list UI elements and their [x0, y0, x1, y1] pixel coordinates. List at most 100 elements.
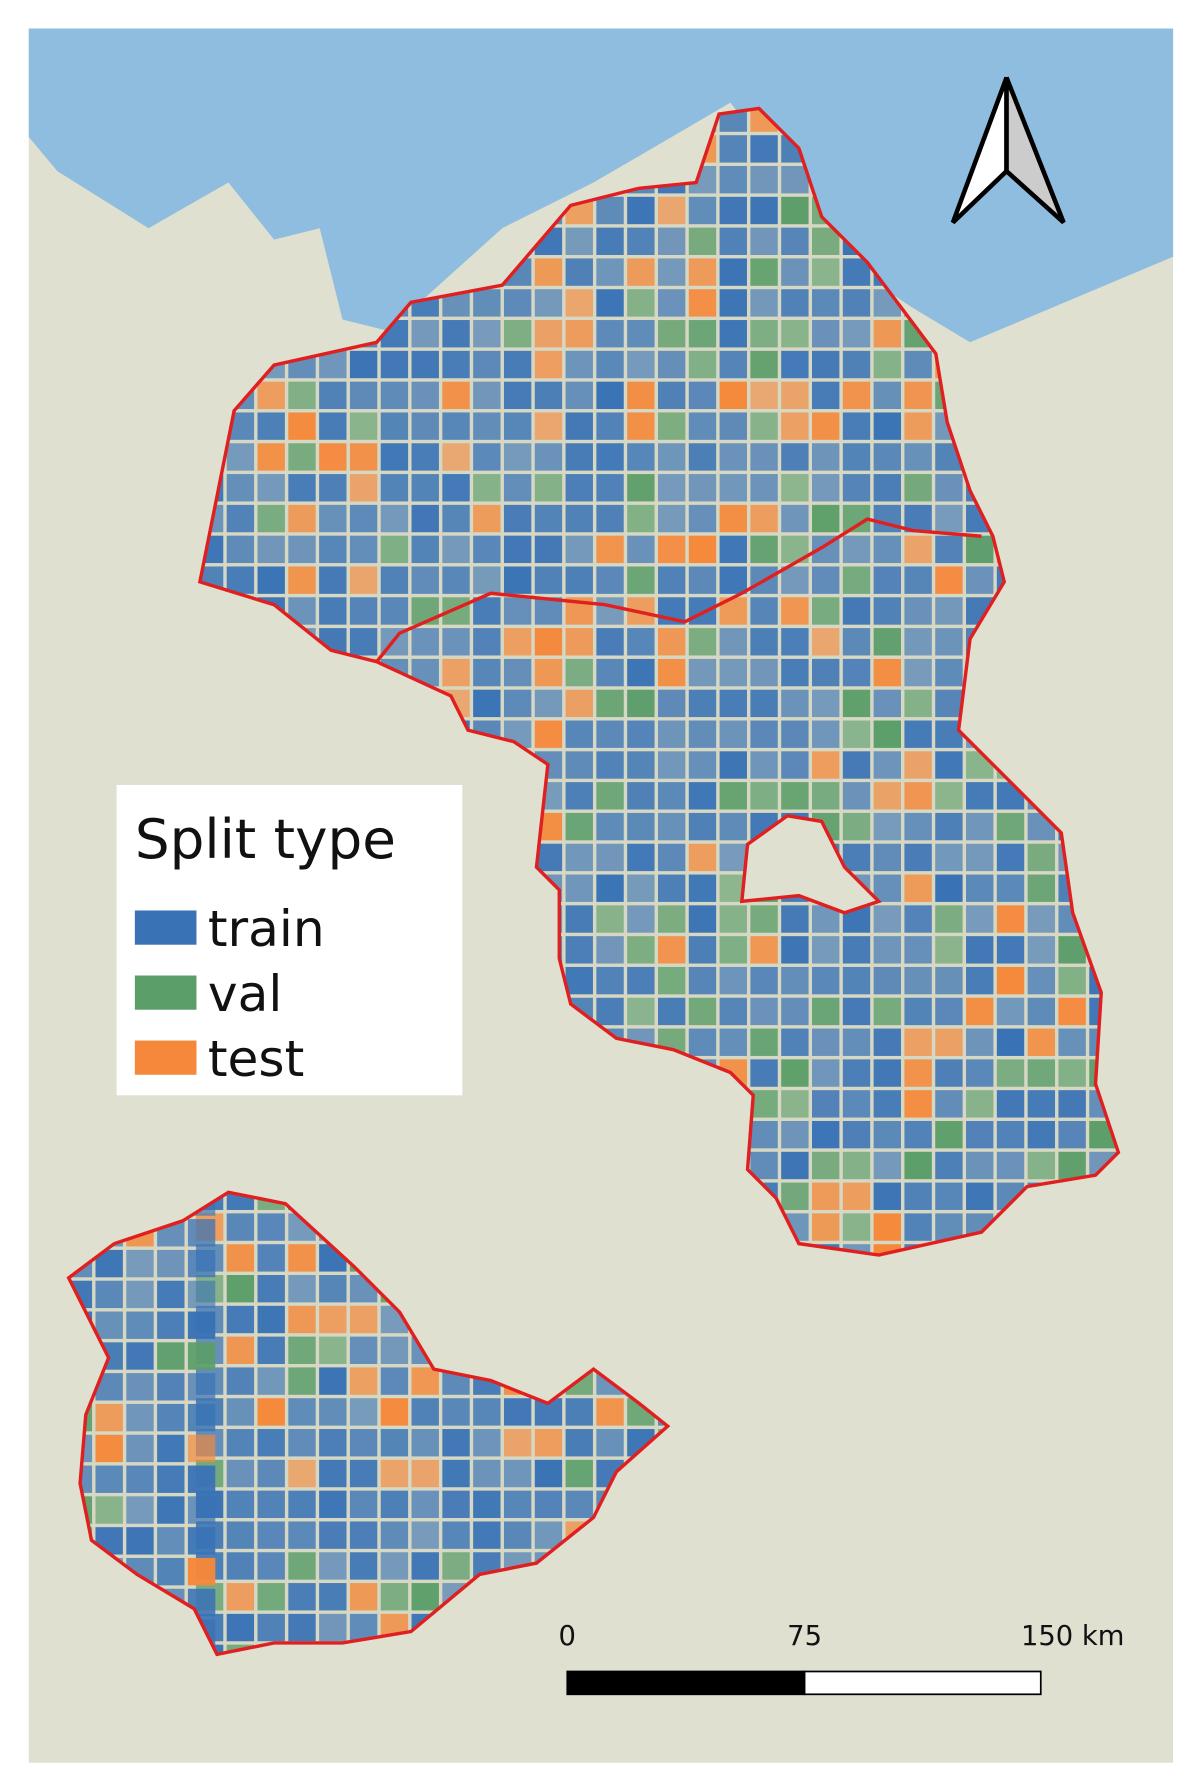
scale-white: [803, 1670, 1042, 1696]
tile: [904, 628, 932, 656]
tile: [349, 1521, 378, 1549]
tile: [935, 597, 963, 625]
tile: [226, 1305, 255, 1334]
tile: [812, 1120, 840, 1149]
tile: [904, 1213, 932, 1241]
tile: [534, 689, 563, 718]
tile: [187, 1557, 216, 1586]
tile: [966, 535, 994, 564]
tile: [565, 258, 593, 286]
tile: [157, 1280, 185, 1309]
tile: [319, 597, 347, 625]
tile: [657, 966, 686, 995]
tile: [935, 658, 963, 687]
tile: [966, 936, 994, 964]
tile: [842, 936, 871, 964]
tile: [966, 1120, 994, 1149]
tile: [842, 812, 871, 841]
tile: [380, 1367, 409, 1395]
tile: [904, 843, 932, 872]
tile: [842, 597, 871, 625]
tile: [935, 1151, 963, 1180]
tile: [935, 936, 963, 964]
tile: [226, 1398, 255, 1426]
tile: [288, 1583, 316, 1611]
tile: [1058, 1028, 1086, 1056]
tile: [781, 381, 809, 410]
tile: [411, 350, 439, 379]
tile: [411, 628, 439, 656]
tile: [565, 1398, 593, 1426]
tile: [904, 412, 932, 440]
tile: [688, 905, 717, 933]
tile: [688, 843, 717, 872]
tile: [657, 289, 686, 317]
tile: [873, 658, 901, 687]
tile: [657, 782, 686, 810]
tile: [627, 936, 655, 964]
tile: [781, 443, 809, 471]
tile: [380, 1521, 409, 1549]
tile: [904, 597, 932, 625]
tile: [688, 966, 717, 995]
tile: [781, 905, 809, 933]
legend-swatch: [134, 975, 197, 1010]
tile: [627, 997, 655, 1026]
tile: [349, 443, 378, 471]
tile: [996, 1090, 1025, 1118]
tile: [781, 720, 809, 748]
tile: [319, 1429, 347, 1457]
tile: [596, 751, 624, 779]
tile: [1058, 1120, 1086, 1149]
tile: [966, 1151, 994, 1180]
tile: [380, 597, 409, 625]
tile: [565, 320, 593, 348]
tile: [411, 535, 439, 564]
tile: [411, 566, 439, 594]
tile: [873, 843, 901, 872]
tile: [719, 997, 747, 1026]
tile: [503, 350, 532, 379]
tile: [349, 535, 378, 564]
tile: [126, 1465, 154, 1493]
tile: [904, 474, 932, 502]
tile: [534, 566, 563, 594]
tile: [503, 1490, 532, 1519]
tile: [842, 1090, 871, 1118]
tile: [565, 905, 593, 933]
tile: [596, 258, 624, 286]
tile: [873, 1151, 901, 1180]
tile: [627, 227, 655, 256]
tile: [996, 966, 1025, 995]
tile: [319, 474, 347, 502]
tile: [781, 1059, 809, 1087]
tile: [1027, 1120, 1056, 1149]
tile: [873, 1213, 901, 1241]
tile: [565, 720, 593, 748]
tile: [596, 381, 624, 410]
tile: [812, 1059, 840, 1087]
tile: [750, 289, 778, 317]
tile: [319, 1398, 347, 1426]
legend-title: Split type: [135, 807, 396, 871]
north-arrow: [950, 76, 1066, 225]
tile: [873, 1182, 901, 1210]
tile: [157, 1465, 185, 1493]
tile: [226, 1613, 255, 1642]
tile: [750, 227, 778, 256]
tile: [411, 1552, 439, 1580]
tile: [873, 905, 901, 933]
tile: [473, 1398, 501, 1426]
tile: [503, 381, 532, 410]
tile: [565, 443, 593, 471]
tile: [534, 474, 563, 502]
tile: [627, 658, 655, 687]
tile: [812, 782, 840, 810]
tile: [473, 1459, 501, 1488]
tile: [627, 350, 655, 379]
tile: [966, 874, 994, 902]
tile: [996, 874, 1025, 902]
tile: [157, 1434, 185, 1463]
tile: [503, 597, 532, 625]
